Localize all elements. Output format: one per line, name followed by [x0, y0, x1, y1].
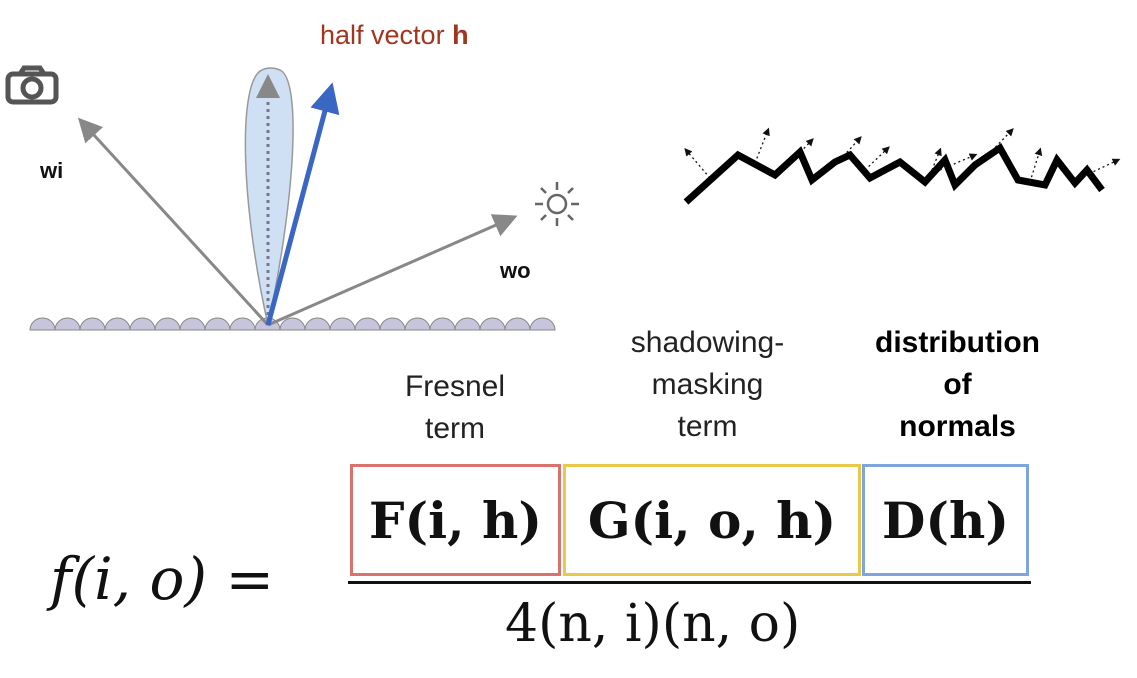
- label-line: of: [943, 368, 972, 401]
- label-line: shadowing-: [630, 326, 785, 359]
- wo-label: wo: [500, 258, 531, 283]
- surface-bump: [504, 317, 531, 331]
- surface-bump: [329, 317, 356, 331]
- surface-bump: [379, 317, 406, 331]
- rough-surface-profile: [683, 142, 1105, 205]
- surface-bump: [79, 317, 106, 331]
- microsurface: [29, 317, 556, 331]
- fresnel-term-label: Fresnel term: [355, 366, 555, 450]
- surface-bump: [229, 317, 256, 331]
- surface-bump: [479, 317, 506, 331]
- normal-arrow: [864, 146, 890, 171]
- shadowing-box: G(i, o, h): [563, 464, 861, 576]
- surface-bump: [354, 317, 381, 331]
- surface-bump: [129, 317, 156, 331]
- label-line: Fresnel: [404, 370, 506, 403]
- microfacet-normals: [684, 127, 1121, 183]
- distribution-box: D(h): [862, 464, 1029, 576]
- surface-bump: [429, 317, 456, 331]
- normal-arrow: [789, 138, 814, 164]
- label-line: term: [677, 410, 738, 443]
- wi-label: wi: [40, 158, 64, 183]
- wi-arrow: [77, 117, 270, 327]
- surface-bump: [529, 317, 556, 331]
- specular-lobe: [244, 67, 294, 326]
- label-line: distribution: [875, 326, 1040, 359]
- normal-arrow: [1029, 147, 1043, 183]
- distribution-term-label: distribution of normals: [840, 322, 1075, 448]
- normal-arrow: [684, 148, 711, 179]
- half-vector-arrow: [265, 82, 340, 326]
- half-vector-label: half vector h: [320, 20, 469, 50]
- surface-bump: [179, 317, 206, 331]
- fraction-bar: [348, 581, 1031, 584]
- surface-bump: [104, 317, 131, 331]
- surface-bump: [154, 317, 181, 331]
- shadowing-term-label: shadowing-masking term: [580, 322, 835, 448]
- fresnel-box: F(i, h): [350, 464, 561, 576]
- normal-arrow: [931, 147, 942, 171]
- label-line: masking: [651, 368, 764, 401]
- formula-denominator: 4(n, i)(n, o): [505, 594, 801, 654]
- surface-bump: [404, 317, 431, 331]
- camera-icon: [5, 65, 59, 105]
- sun-icon: [535, 182, 579, 226]
- surface-bump: [304, 317, 331, 331]
- normal-arrow: [939, 153, 978, 171]
- surface-bump: [29, 317, 56, 331]
- surface-bump: [204, 317, 231, 331]
- surface-bump: [54, 317, 81, 331]
- surface-bump: [454, 317, 481, 331]
- surface-bump: [279, 317, 306, 331]
- label-line: normals: [899, 410, 1016, 443]
- normal-arrow: [984, 128, 1014, 159]
- normal-arrow: [1079, 158, 1121, 179]
- wo-arrow: [267, 214, 518, 327]
- formula-lhs: f(i, o) =: [50, 545, 275, 613]
- normal-arrow: [754, 127, 770, 164]
- label-line: term: [425, 412, 485, 445]
